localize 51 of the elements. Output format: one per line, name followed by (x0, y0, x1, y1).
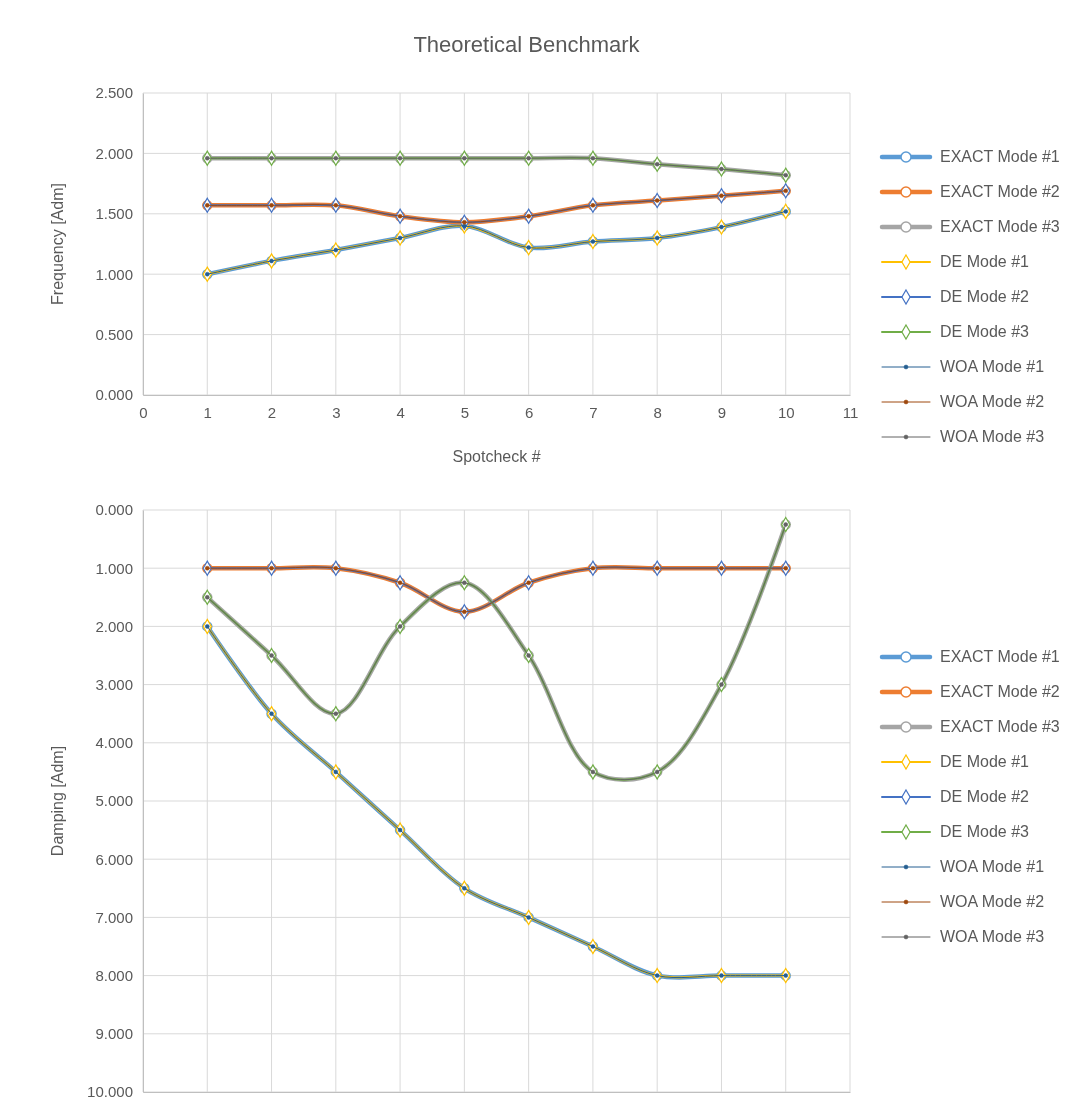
legend-label: DE Mode #1 (940, 253, 1030, 270)
y-tick-label: 2.000 (95, 144, 133, 162)
x-tick-label: 2 (267, 403, 277, 421)
y-tick-label: 8.000 (95, 966, 133, 984)
legend-label: EXACT Mode #3 (940, 218, 1060, 235)
x-tick-label: 1 (203, 403, 212, 421)
x-tick-label: 7 (589, 403, 598, 421)
y-tick-label: 6.000 (95, 850, 133, 868)
legend-label: EXACT Mode #2 (940, 183, 1060, 200)
legend-label: WOA Mode #2 (940, 393, 1045, 410)
x-tick-label: 4 (396, 403, 405, 421)
x-tick-label: 10 (777, 403, 795, 421)
x-tick-label: 11 (842, 403, 859, 421)
y-tick-label: 0.000 (95, 386, 133, 404)
legend-label: EXACT Mode #3 (940, 718, 1060, 735)
legend-label: DE Mode #3 (940, 823, 1030, 840)
legend-label: DE Mode #2 (940, 288, 1030, 305)
legend-label: DE Mode #3 (940, 323, 1030, 340)
x-tick-label: 0 (139, 403, 148, 421)
x-tick-label: 8 (653, 403, 662, 421)
legend-label: WOA Mode #2 (940, 893, 1045, 910)
y-tick-label: 7.000 (95, 908, 133, 926)
y-tick-label: 2.500 (95, 84, 133, 102)
y-tick-label: 4.000 (95, 734, 133, 752)
y-tick-label: 5.000 (95, 792, 133, 810)
legend-label: EXACT Mode #1 (940, 148, 1060, 165)
y-tick-label: 9.000 (95, 1025, 133, 1043)
y-tick-label: 10.000 (87, 1083, 133, 1101)
y-tick-label: 3.000 (95, 675, 133, 693)
legend-label: EXACT Mode #1 (940, 648, 1060, 665)
legend-label: WOA Mode #3 (940, 928, 1045, 945)
y-axis-title: Frequency [Adm] (49, 183, 66, 305)
legend-label: DE Mode #2 (940, 788, 1030, 805)
y-tick-label: 0.500 (95, 325, 133, 343)
legend-label: EXACT Mode #2 (940, 683, 1060, 700)
y-tick-label: 0.000 (95, 501, 133, 519)
x-tick-label: 3 (332, 403, 341, 421)
x-tick-label: 9 (717, 403, 727, 421)
x-axis-title: Spotcheck # (452, 448, 541, 465)
y-tick-label: 2.000 (95, 617, 133, 635)
legend-label: DE Mode #1 (940, 753, 1030, 770)
y-tick-label: 1.500 (95, 205, 133, 223)
y-axis-title: Damping [Adm] (49, 745, 66, 857)
legend-label: WOA Mode #3 (940, 428, 1045, 445)
legend-label: WOA Mode #1 (940, 358, 1045, 375)
y-tick-label: 1.000 (95, 559, 133, 577)
y-tick-label: 1.000 (95, 265, 133, 283)
x-tick-label: 6 (524, 403, 534, 421)
chart-title: Theoretical Benchmark (413, 32, 641, 57)
legend-label: WOA Mode #1 (940, 858, 1045, 875)
x-tick-label: 5 (460, 403, 470, 421)
